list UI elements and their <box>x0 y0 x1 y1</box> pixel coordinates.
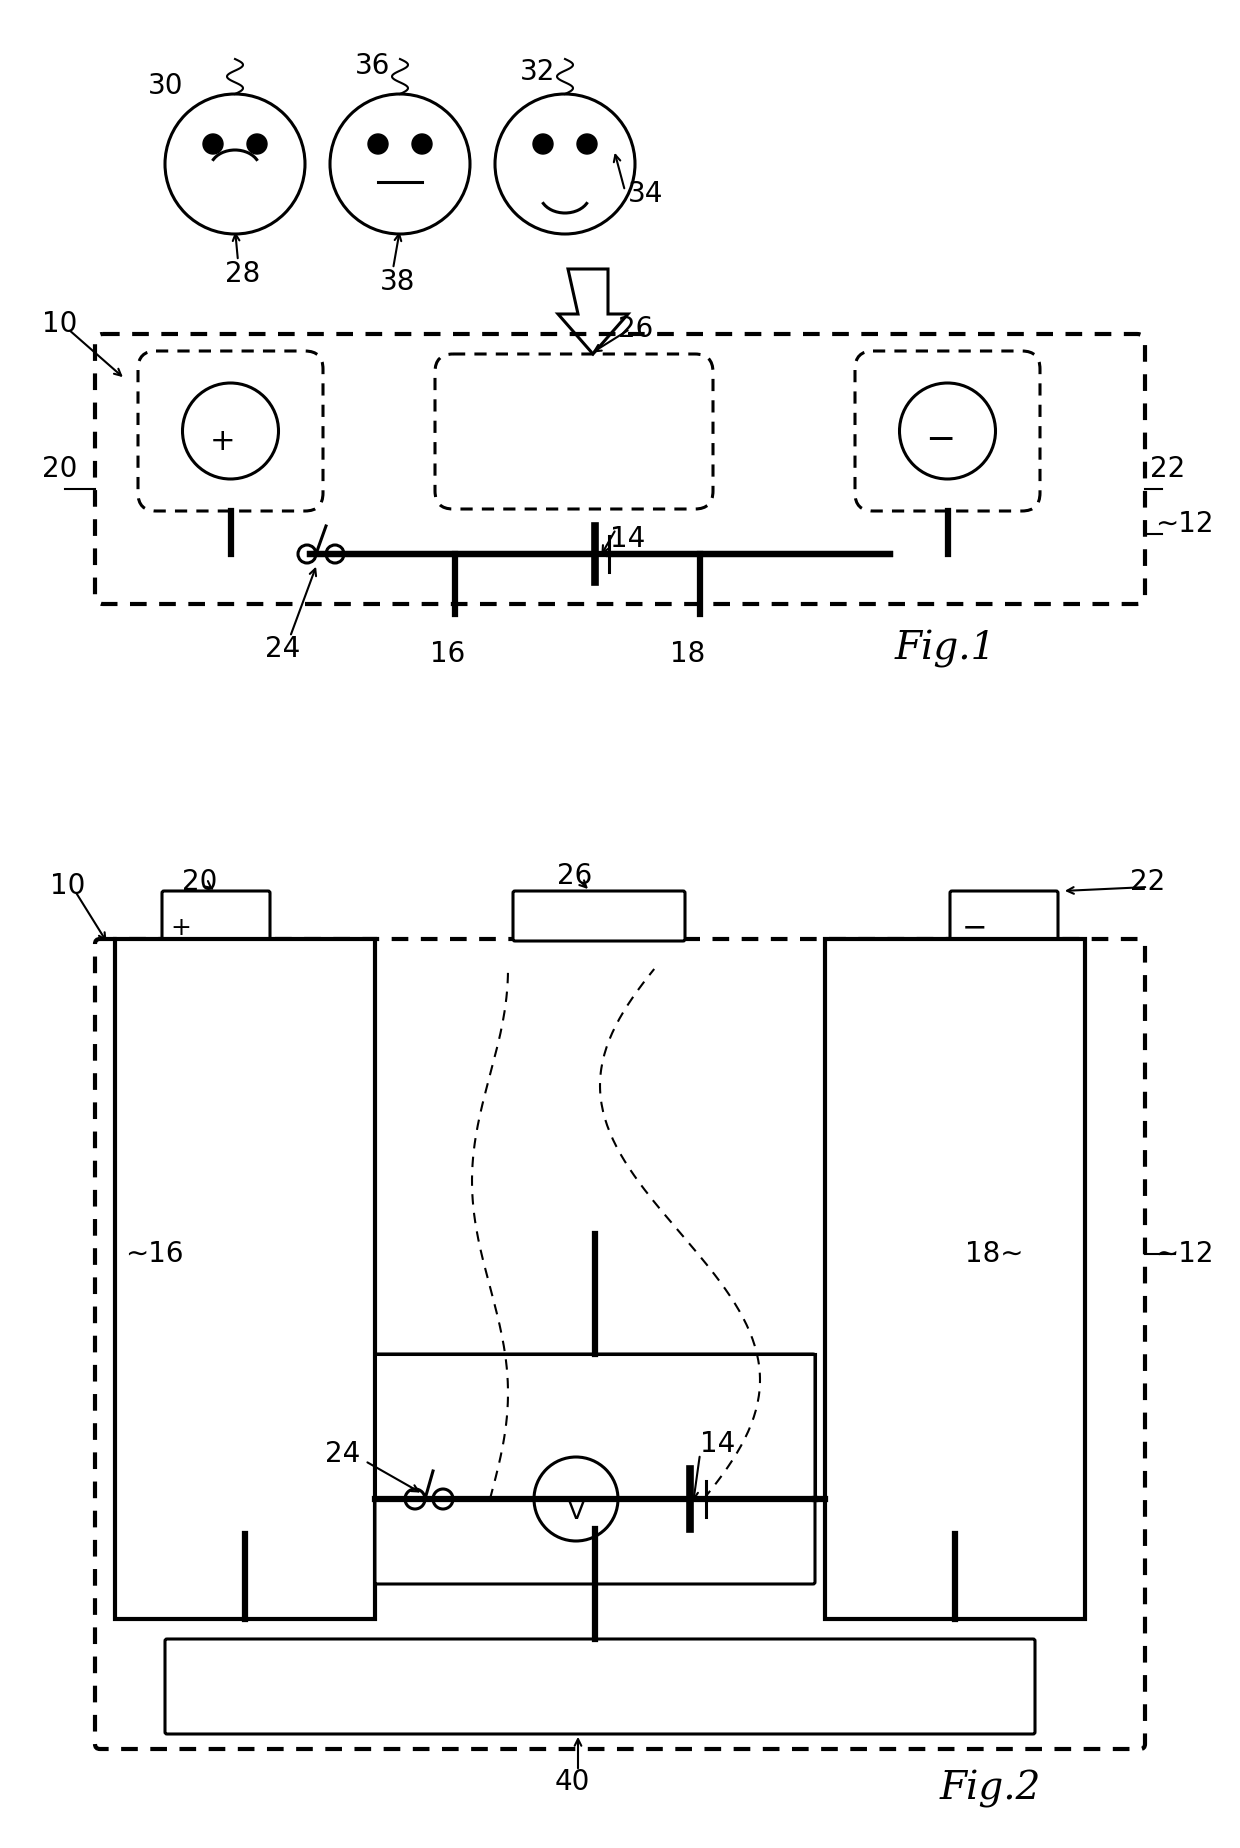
Circle shape <box>165 94 305 235</box>
Circle shape <box>405 1489 425 1510</box>
FancyBboxPatch shape <box>162 891 270 941</box>
Text: −: − <box>962 913 987 942</box>
Text: 36: 36 <box>355 52 391 79</box>
Circle shape <box>298 545 316 564</box>
FancyBboxPatch shape <box>165 1639 1035 1733</box>
Circle shape <box>433 1489 453 1510</box>
Text: 26: 26 <box>557 861 593 889</box>
Text: ∼16: ∼16 <box>125 1240 184 1268</box>
Text: 30: 30 <box>148 72 184 100</box>
Text: 26: 26 <box>618 314 653 344</box>
Text: 24: 24 <box>265 634 300 663</box>
Circle shape <box>203 135 223 155</box>
Text: 28: 28 <box>224 261 260 288</box>
Text: V: V <box>568 1499 584 1523</box>
Text: 40: 40 <box>556 1767 590 1794</box>
Text: +: + <box>210 427 236 456</box>
Text: ∼12: ∼12 <box>1154 1240 1214 1268</box>
Text: 34: 34 <box>627 179 663 207</box>
Circle shape <box>368 135 388 155</box>
Text: 32: 32 <box>520 57 556 87</box>
Text: 22: 22 <box>1130 867 1166 896</box>
FancyBboxPatch shape <box>513 891 684 941</box>
FancyBboxPatch shape <box>825 939 1085 1619</box>
Circle shape <box>182 384 279 480</box>
Text: 24: 24 <box>325 1440 361 1467</box>
Text: +: + <box>170 915 191 939</box>
Polygon shape <box>558 270 627 355</box>
Circle shape <box>534 1458 618 1541</box>
Text: 14: 14 <box>610 525 645 553</box>
Text: 10: 10 <box>50 872 86 900</box>
Text: 18: 18 <box>670 639 706 667</box>
Text: 20: 20 <box>182 867 217 896</box>
FancyBboxPatch shape <box>950 891 1058 941</box>
Circle shape <box>577 135 596 155</box>
Text: ∼12: ∼12 <box>1154 510 1214 538</box>
Circle shape <box>495 94 635 235</box>
Text: 10: 10 <box>42 310 77 338</box>
FancyBboxPatch shape <box>374 1355 815 1584</box>
Text: 38: 38 <box>379 268 415 296</box>
Circle shape <box>899 384 996 480</box>
Text: 14: 14 <box>701 1429 735 1458</box>
Circle shape <box>412 135 432 155</box>
Text: Fig.1: Fig.1 <box>895 630 997 669</box>
Text: −: − <box>925 423 956 456</box>
Text: 18∼: 18∼ <box>965 1240 1023 1268</box>
Text: 22: 22 <box>1149 455 1185 482</box>
Text: 20: 20 <box>42 455 77 482</box>
FancyBboxPatch shape <box>115 939 374 1619</box>
Circle shape <box>247 135 267 155</box>
Text: 16: 16 <box>430 639 465 667</box>
Circle shape <box>330 94 470 235</box>
Text: Fig.2: Fig.2 <box>940 1770 1042 1807</box>
Circle shape <box>326 545 343 564</box>
Circle shape <box>533 135 553 155</box>
